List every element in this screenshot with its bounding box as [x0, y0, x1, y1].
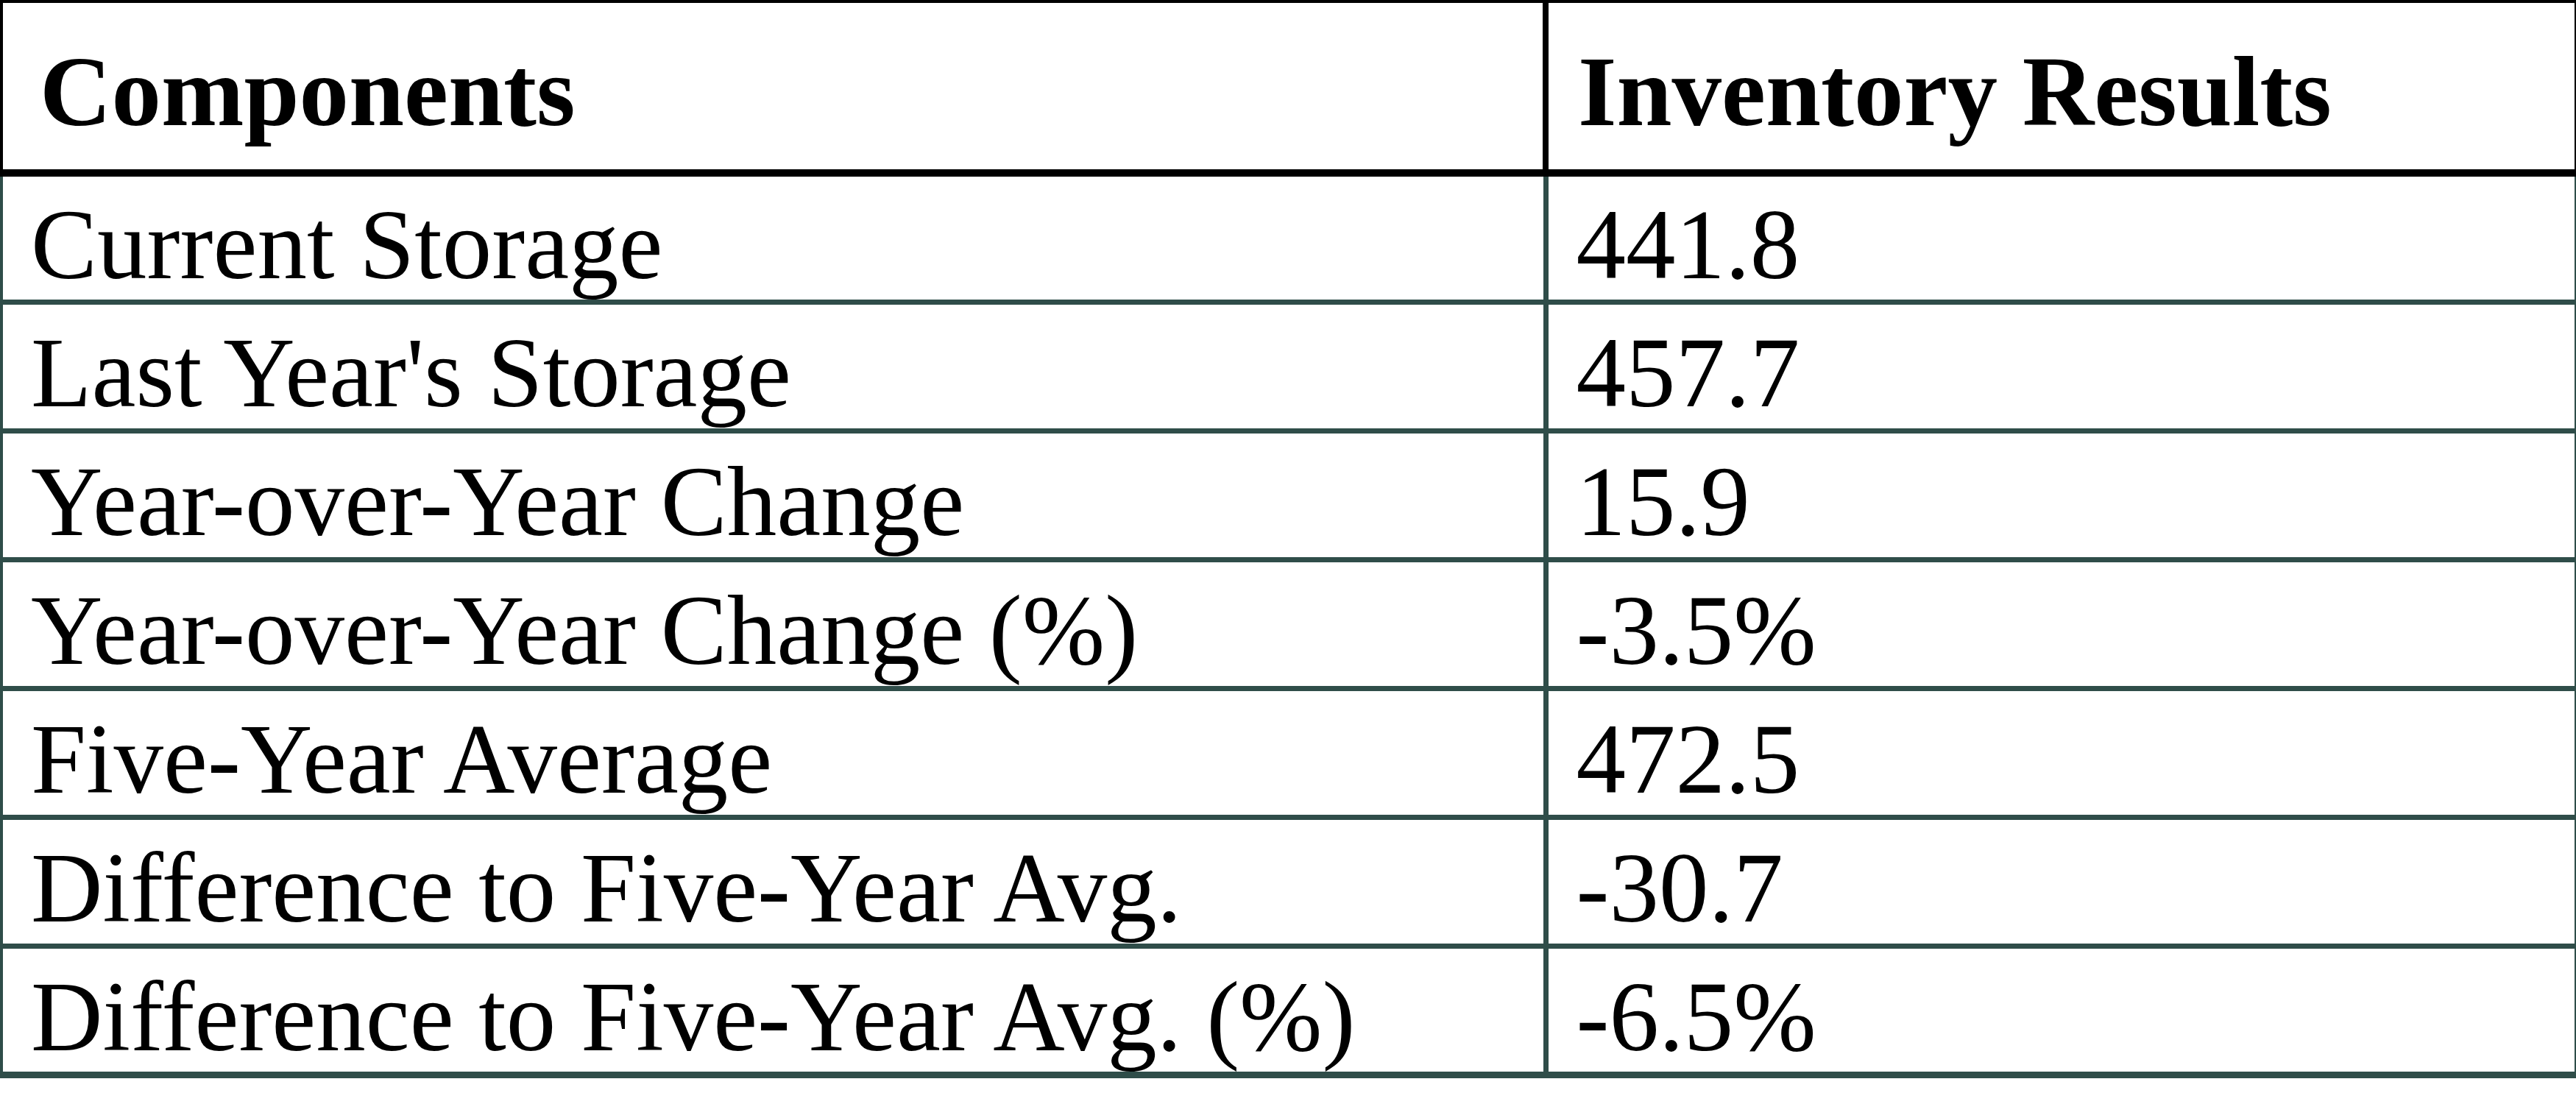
result-value-cell: 441.8	[1546, 173, 2576, 302]
component-label-cell: Difference to Five-Year Avg.	[1, 817, 1546, 946]
result-value-cell: 15.9	[1546, 431, 2576, 559]
component-label-cell: Five-Year Average	[1, 688, 1546, 817]
component-label-cell: Current Storage	[1, 173, 1546, 302]
inventory-results-page: Components Inventory Results Current Sto…	[0, 0, 2576, 1104]
result-value-cell: -30.7	[1546, 817, 2576, 946]
component-label-cell: Last Year's Storage	[1, 302, 1546, 431]
header-row: Components Inventory Results	[1, 1, 2576, 173]
result-value-cell: -6.5%	[1546, 946, 2576, 1075]
inventory-table: Components Inventory Results Current Sto…	[0, 0, 2576, 1078]
table-row: Difference to Five-Year Avg. (%) -6.5%	[1, 946, 2576, 1075]
table-row: Five-Year Average 472.5	[1, 688, 2576, 817]
component-label-cell: Year-over-Year Change	[1, 431, 1546, 559]
table-row: Difference to Five-Year Avg. -30.7	[1, 817, 2576, 946]
result-value-cell: 457.7	[1546, 302, 2576, 431]
table-row: Current Storage 441.8	[1, 173, 2576, 302]
column-header-components: Components	[1, 1, 1546, 173]
component-label-cell: Difference to Five-Year Avg. (%)	[1, 946, 1546, 1075]
table-row: Year-over-Year Change 15.9	[1, 431, 2576, 559]
table-row: Last Year's Storage 457.7	[1, 302, 2576, 431]
component-label-cell: Year-over-Year Change (%)	[1, 559, 1546, 688]
column-header-inventory-results: Inventory Results	[1546, 1, 2576, 173]
result-value-cell: -3.5%	[1546, 559, 2576, 688]
table-row: Year-over-Year Change (%) -3.5%	[1, 559, 2576, 688]
result-value-cell: 472.5	[1546, 688, 2576, 817]
